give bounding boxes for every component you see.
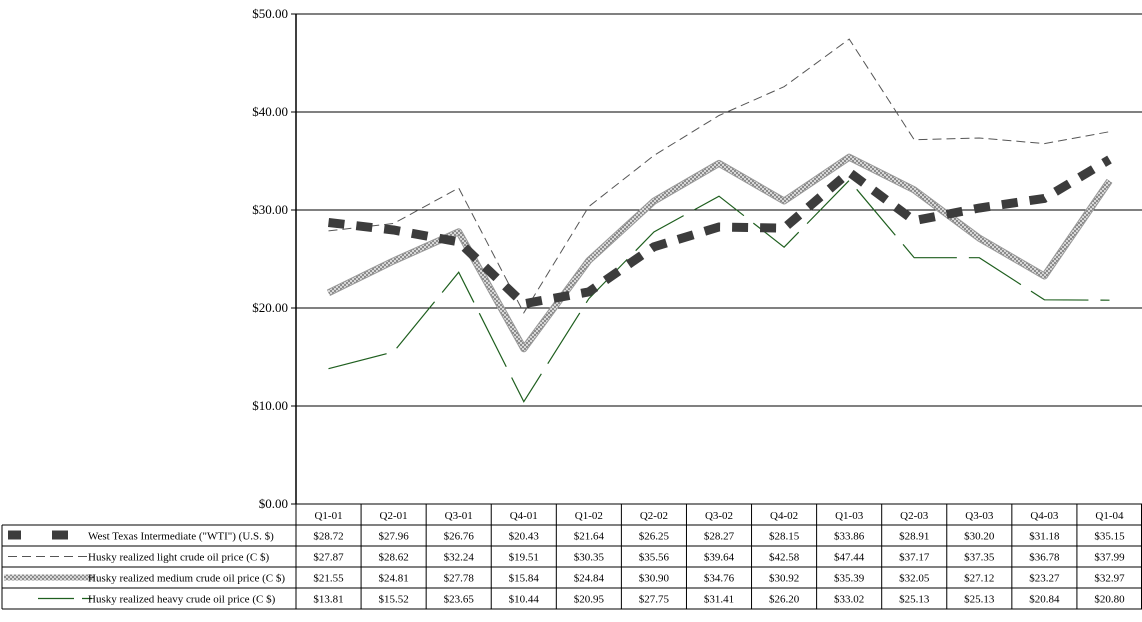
x-tick-label: Q3-01 [445,510,473,522]
series-2 [326,153,1113,353]
data-label: $42.58 [769,552,800,564]
data-label: $27.75 [639,594,670,606]
series-0 [327,155,1112,309]
data-label: $24.84 [574,573,605,585]
legend-key [8,530,68,540]
data-label: $36.78 [1029,552,1060,564]
y-tick-label: $20.00 [252,300,288,315]
data-label: $28.91 [899,531,929,543]
data-label: $27.96 [378,531,409,543]
x-tick-label: Q4-03 [1030,510,1059,522]
data-label: $31.41 [704,594,734,606]
x-tick-label: Q3-02 [705,510,733,522]
data-label: $32.24 [444,552,475,564]
data-label: $15.84 [509,573,540,585]
data-label: $39.64 [704,552,735,564]
data-label: $30.20 [964,531,995,543]
x-tick-label: Q1-02 [575,510,603,522]
data-label: $37.35 [964,552,995,564]
data-label: $26.20 [769,594,800,606]
series-lines [326,38,1113,403]
legend-key [4,574,94,581]
data-label: $31.18 [1029,531,1060,543]
data-label: $27.78 [444,573,475,585]
legend-label: Husky realized light crude oil price (C … [88,552,269,564]
y-axis-tick-labels: $0.00 $10.00 $20.00 $30.00 $40.00 $50.00 [252,6,288,511]
data-label: $30.92 [769,573,799,585]
data-label: $35.56 [639,552,670,564]
x-tick-label: Q1-03 [835,510,864,522]
x-tick-label: Q4-02 [770,510,798,522]
y-tick-label: $30.00 [252,202,288,217]
data-label: $33.02 [834,594,864,606]
data-label: $28.72 [313,531,343,543]
data-label: $35.39 [834,573,865,585]
data-label: $13.81 [313,594,343,606]
data-label: $26.76 [444,531,475,543]
legend-label: Husky realized heavy crude oil price (C … [88,594,276,606]
data-label: $32.97 [1094,573,1125,585]
y-tick-label: $50.00 [252,6,288,21]
data-label: $23.27 [1029,573,1060,585]
data-label: $20.80 [1094,594,1125,606]
data-label: $34.76 [704,573,735,585]
series-line [327,155,1112,309]
x-tick-label: Q2-01 [380,510,408,522]
data-label: $24.81 [378,573,408,585]
data-label: $21.64 [574,531,605,543]
data-label: $19.51 [509,552,539,564]
data-label: $27.12 [964,573,994,585]
data-label: $10.44 [509,594,540,606]
data-label: $37.17 [899,552,930,564]
y-tick-label: $10.00 [252,398,288,413]
data-table: Q1-01 Q2-01 Q3-01 Q4-01 Q1-02 Q2-02 Q3-02 Q4-02… [1,503,1142,610]
x-tick-label: Q3-03 [965,510,994,522]
data-label: $47.44 [834,552,865,564]
data-label: $25.13 [964,594,995,606]
legend-label: Husky realized medium crude oil price (C… [88,573,285,585]
data-label: $32.05 [899,573,930,585]
data-label: $20.84 [1029,594,1060,606]
data-label: $28.27 [704,531,735,543]
data-label: $20.43 [509,531,540,543]
data-label: $30.90 [639,573,670,585]
data-label: $37.99 [1094,552,1125,564]
series-line [328,38,1110,314]
legend-label: West Texas Intermediate ("WTI") (U.S. $) [88,531,274,543]
series-line [328,179,1110,403]
y-tick-label: $0.00 [259,496,288,511]
data-label: $33.86 [834,531,865,543]
data-label: $21.55 [313,573,344,585]
data-label: $28.62 [378,552,408,564]
series-3 [328,179,1110,403]
x-tick-label: Q1-01 [314,510,342,522]
series-line [327,154,1112,352]
x-tick-label: Q2-03 [900,510,929,522]
data-label: $20.95 [574,594,605,606]
x-tick-label: Q1-04 [1095,510,1124,522]
series-line-outline [326,153,1113,353]
x-tick-label: Q2-02 [640,510,668,522]
data-label: $27.87 [313,552,344,564]
y-tick-label: $40.00 [252,104,288,119]
data-label: $23.65 [444,594,475,606]
data-label: $35.15 [1094,531,1125,543]
data-label: $26.25 [639,531,670,543]
series-1 [328,38,1110,314]
data-label: $28.15 [769,531,800,543]
data-label: $15.52 [378,594,408,606]
gridlines [291,13,1142,505]
data-label: $25.13 [899,594,930,606]
x-tick-label: Q4-01 [510,510,538,522]
data-label: $30.35 [574,552,605,564]
